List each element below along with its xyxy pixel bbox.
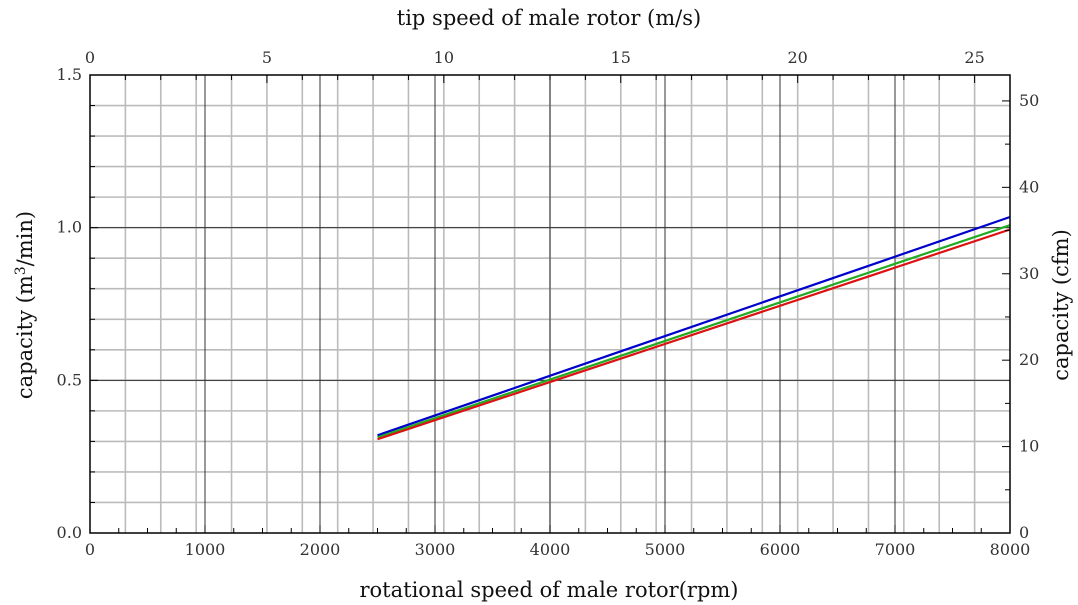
x-tick-label: 7000 [875, 540, 916, 559]
x-tick-label: 4000 [530, 540, 571, 559]
x2-tick-label: 20 [788, 48, 808, 67]
y2-tick-label: 50 [1019, 91, 1039, 110]
x-tick-label: 6000 [760, 540, 801, 559]
y-tick-label: 0.5 [57, 370, 82, 389]
x2-tick-label: 5 [262, 48, 272, 67]
grid [90, 75, 1010, 533]
x2-tick-label: 25 [964, 48, 984, 67]
x-tick-label: 2000 [300, 540, 341, 559]
series-line [377, 215, 1011, 437]
x-tick-label: 3000 [415, 540, 456, 559]
x-tick-label: 8000 [990, 540, 1031, 559]
y-tick-label: 1.5 [57, 65, 82, 84]
x2-tick-label: 0 [85, 48, 95, 67]
y-tick-label: 0.0 [57, 523, 82, 542]
top-axis-title: tip speed of male rotor (m/s) [397, 6, 701, 30]
x2-tick-label: 15 [611, 48, 631, 67]
y-tick-label: 1.0 [57, 218, 82, 237]
series-lines [377, 215, 1011, 441]
x-tick-label: 5000 [645, 540, 686, 559]
y2-tick-label: 30 [1019, 264, 1039, 283]
y2-tick-label: 20 [1019, 350, 1039, 369]
left-axis-title: capacity (m3/min) [13, 211, 37, 399]
x2-tick-label: 10 [434, 48, 454, 67]
series-line [377, 224, 1011, 439]
series-line [377, 228, 1011, 441]
x-tick-label: 1000 [185, 540, 226, 559]
y2-tick-label: 40 [1019, 177, 1039, 196]
x-axis-title: rotational speed of male rotor(rpm) [360, 578, 739, 602]
y2-tick-label: 10 [1019, 437, 1039, 456]
axis-ticks [89, 74, 1011, 534]
y2-tick-label: 0 [1019, 523, 1029, 542]
x-tick-label: 0 [85, 540, 95, 559]
right-axis-title: capacity (cfm) [1049, 229, 1073, 381]
